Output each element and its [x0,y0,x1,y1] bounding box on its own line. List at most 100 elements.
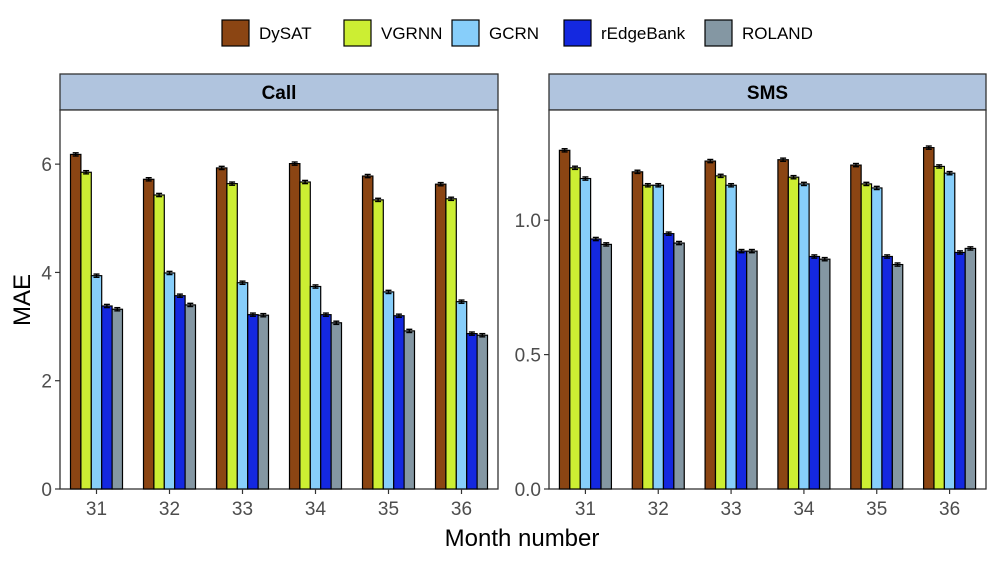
y-tick-label: 0 [41,480,52,501]
bar-redgebank-31 [101,305,113,490]
bar-redgebank-36 [954,251,966,490]
x-tick-label: 33 [232,499,253,520]
legend-item-dysat: DySAT [221,19,312,47]
bar-dysat-35 [850,164,862,490]
legend-item-redgebank: rEdgeBank [563,19,686,47]
bar-vgrnn-36 [445,198,457,490]
bar-redgebank-35 [393,315,405,490]
bar-roland-36 [964,247,977,490]
x-tick-label: 33 [721,499,742,520]
bar-vgrnn-35 [860,183,873,490]
legend-swatch [451,19,480,47]
panel-title: SMS [747,83,788,104]
bar-dysat-33 [215,167,228,490]
legend-label: rEdgeBank [601,24,686,43]
y-tick-label: 4 [41,263,52,284]
bar-roland-32 [673,242,685,490]
y-tick-label: 0.5 [515,346,541,367]
bar-dysat-32 [142,178,155,490]
bar-redgebank-31 [590,238,602,490]
bar-gcrn-33 [236,282,249,490]
bar-vgrnn-33 [714,175,727,490]
bar-roland-35 [891,263,904,490]
bar-roland-33 [746,250,758,490]
bar-gcrn-32 [652,184,665,490]
legend-swatch [221,19,250,47]
bar-vgrnn-31 [80,171,92,490]
bar-dysat-34 [288,163,301,490]
legend-swatch [343,19,372,47]
legend-swatch [704,19,733,47]
bar-redgebank-32 [174,295,186,490]
bar-vgrnn-32 [153,194,165,490]
x-tick-label: 34 [793,499,815,520]
bar-gcrn-36 [455,301,468,490]
legend-label: DySAT [259,24,312,43]
bar-dysat-33 [704,160,717,490]
bar-dysat-34 [777,159,789,490]
bar-vgrnn-32 [642,184,654,490]
bar-roland-34 [330,322,343,490]
y-tick-label: 1.0 [515,211,541,232]
legend-label: VGRNN [381,24,442,43]
x-tick-label: 31 [575,499,596,520]
bar-dysat-31 [558,149,571,490]
bar-vgrnn-35 [372,199,384,490]
panels: Call 0 2 4 6 31 32 33 34 35 36 SMS 0.0 0.5 1.0 31 32 33 34… [41,73,987,520]
bar-dysat-36 [434,183,447,490]
bar-vgrnn-33 [226,183,238,490]
bar-roland-33 [257,314,270,490]
bar-gcrn-35 [870,187,883,490]
panel-call: Call 0 2 4 6 31 32 33 34 35 36 [41,73,499,520]
legend: DySAT VGRNN GCRN rEdgeBank ROLAND [221,19,813,47]
bar-roland-31 [600,243,613,490]
panel-sms: SMS 0.0 0.5 1.0 31 32 33 34 35 36 [515,73,987,520]
bar-roland-36 [476,334,489,490]
legend-swatch [563,19,592,47]
bar-roland-31 [111,308,124,490]
legend-label: ROLAND [742,24,813,43]
y-tick-label: 0.0 [515,480,541,501]
plot-area [548,109,987,490]
x-tick-label: 35 [378,499,399,520]
bar-vgrnn-34 [787,176,800,490]
bar-dysat-36 [922,147,935,490]
bar-dysat-32 [631,171,644,490]
bar-dysat-31 [69,153,82,490]
bar-vgrnn-34 [299,181,311,490]
bar-gcrn-34 [309,285,322,490]
bar-roland-35 [403,330,416,490]
plot-area [59,109,499,490]
bar-redgebank-35 [881,255,893,490]
x-axis-title: Month number [445,525,600,552]
bar-gcrn-35 [382,291,395,490]
panel-strip [59,73,499,111]
panel-title: Call [262,83,297,104]
legend-item-vgrnn: VGRNN [343,19,442,47]
x-tick-label: 34 [305,499,327,520]
bar-roland-34 [818,258,831,490]
bar-gcrn-36 [943,172,956,490]
bar-vgrnn-31 [569,167,581,490]
y-axis-title: MAE [9,274,36,326]
x-tick-label: 32 [159,499,180,520]
x-tick-label: 35 [866,499,887,520]
y-tick-label: 6 [41,155,52,176]
legend-label: GCRN [489,24,539,43]
x-tick-label: 32 [648,499,669,520]
bar-gcrn-32 [163,272,176,490]
bar-roland-32 [184,304,197,490]
bar-dysat-35 [361,175,374,490]
bar-redgebank-36 [466,333,478,490]
bar-vgrnn-36 [933,165,945,490]
bar-redgebank-33 [735,250,748,490]
x-tick-label: 36 [451,499,472,520]
bar-redgebank-33 [247,314,259,490]
x-tick-label: 36 [939,499,960,520]
x-tick-label: 31 [86,499,107,520]
bar-redgebank-32 [662,233,675,490]
bar-redgebank-34 [808,255,821,490]
bar-gcrn-31 [579,177,592,490]
legend-item-roland: ROLAND [704,19,813,47]
